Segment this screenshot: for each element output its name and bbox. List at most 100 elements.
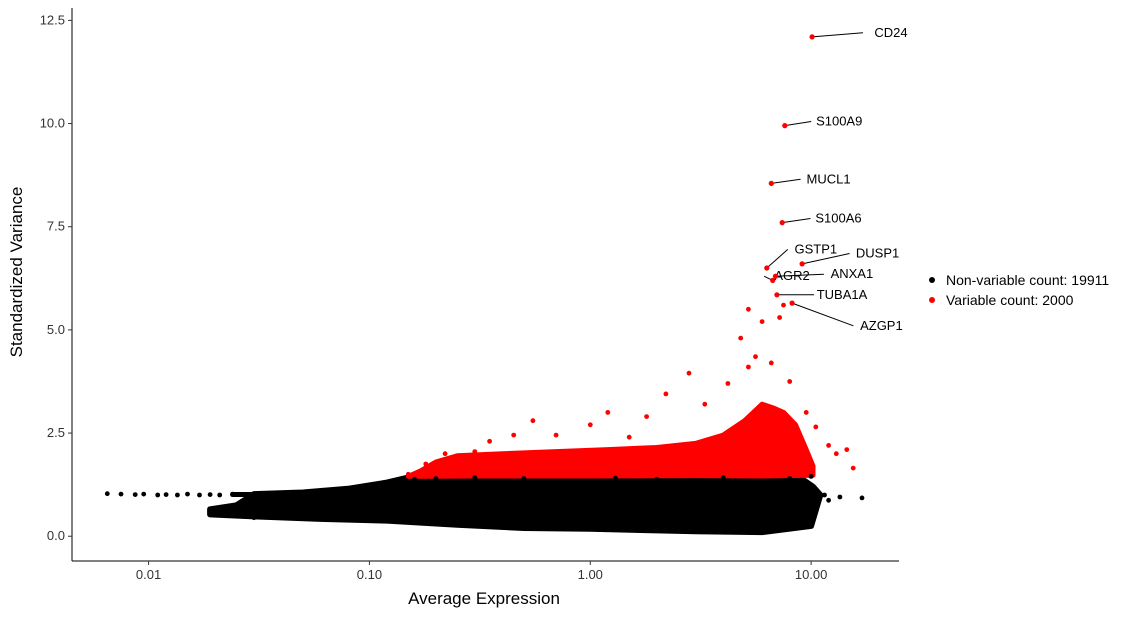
variable-point-cloud xyxy=(405,401,816,479)
variable-point xyxy=(759,319,765,324)
variable-point xyxy=(725,381,731,386)
gene-label: ANXA1 xyxy=(831,266,874,281)
variable-point xyxy=(442,451,448,457)
variable-point xyxy=(423,461,429,467)
non-variable-point xyxy=(155,492,161,498)
gene-label: DUSP1 xyxy=(856,246,899,261)
non-variable-point xyxy=(234,511,239,516)
non-variable-point xyxy=(132,492,138,497)
non-variable-point xyxy=(442,521,448,527)
legend-marker xyxy=(929,277,935,283)
non-variable-point xyxy=(613,475,618,481)
non-variable-point xyxy=(141,491,147,497)
variable-point xyxy=(686,370,692,376)
non-variable-point xyxy=(742,525,747,531)
non-variable-point xyxy=(376,484,381,490)
non-variable-point xyxy=(251,515,257,521)
non-variable-point xyxy=(787,476,793,481)
non-variable-point xyxy=(708,528,713,534)
non-variable-point xyxy=(720,475,726,480)
labeled-gene-point xyxy=(768,180,774,186)
legend-label: Non-variable count: 19911 xyxy=(946,272,1109,288)
non-variable-point xyxy=(318,508,323,514)
non-variable-point xyxy=(244,507,250,512)
gene-label: CD24 xyxy=(874,25,907,40)
variable-point xyxy=(530,418,536,424)
variable-point xyxy=(553,432,559,438)
non-variable-point xyxy=(538,525,544,531)
x-axis-title: Average Expression xyxy=(408,589,560,608)
labeled-gene-point xyxy=(809,34,815,40)
y-tick-label: 5.0 xyxy=(47,322,65,337)
labeled-gene-point xyxy=(770,277,776,283)
non-variable-point xyxy=(309,496,315,502)
labeled-gene-point xyxy=(764,265,770,271)
y-tick-label: 0.0 xyxy=(47,528,65,543)
y-axis-title: Standardized Variance xyxy=(7,187,26,358)
non-variable-point xyxy=(633,509,638,514)
non-variable-point xyxy=(675,527,681,533)
variable-point xyxy=(850,465,856,471)
variable-point xyxy=(702,401,708,407)
non-variable-point xyxy=(803,484,809,490)
y-tick-label: 12.5 xyxy=(40,12,65,27)
variable-point xyxy=(626,434,632,440)
non-variable-point xyxy=(808,474,814,479)
labeled-gene-point xyxy=(779,220,785,226)
variable-point xyxy=(777,315,782,320)
labeled-gene-point xyxy=(789,300,795,306)
gene-label: GSTP1 xyxy=(794,241,837,256)
non-variable-points xyxy=(104,474,865,534)
variable-point xyxy=(487,438,492,444)
legend: Non-variable count: 19911 Variable count:… xyxy=(929,272,1109,308)
non-variable-point xyxy=(356,488,362,494)
variable-point xyxy=(787,379,793,384)
non-variable-point xyxy=(412,476,417,482)
non-variable-point xyxy=(230,491,236,497)
non-variable-point xyxy=(185,491,190,497)
gene-label-leader xyxy=(771,178,801,184)
gene-label: AZGP1 xyxy=(860,318,903,333)
non-variable-point xyxy=(500,498,505,504)
variable-point xyxy=(768,360,774,366)
variable-density-region xyxy=(405,401,816,479)
variable-point xyxy=(803,410,809,415)
non-variable-point xyxy=(163,492,169,497)
x-tick-label: 10.00 xyxy=(795,567,828,582)
variable-point xyxy=(781,302,786,308)
non-variable-point xyxy=(774,521,780,527)
variable-point xyxy=(813,424,819,430)
variable-point xyxy=(663,391,669,397)
non-variable-point xyxy=(294,516,300,521)
gene-label-leader xyxy=(782,218,811,224)
non-variable-point xyxy=(339,490,345,496)
non-variable-point xyxy=(217,492,223,498)
non-variable-point xyxy=(859,495,865,501)
non-variable-point-cloud xyxy=(207,473,824,536)
x-tick-label: 0.01 xyxy=(136,567,161,582)
non-variable-point xyxy=(351,513,357,518)
labeled-gene-point xyxy=(782,123,788,129)
variable-point xyxy=(833,451,839,457)
variable-point xyxy=(587,422,593,428)
variable-point xyxy=(472,449,478,454)
y-tick-label: 10.0 xyxy=(40,116,65,131)
non-variable-point xyxy=(399,494,405,500)
labeled-gene-point xyxy=(774,292,780,298)
variable-point xyxy=(738,335,744,341)
non-variable-point xyxy=(454,492,460,498)
non-variable-point xyxy=(392,480,397,485)
gene-label: S100A9 xyxy=(816,114,862,129)
non-variable-point xyxy=(566,484,572,490)
non-variable-point xyxy=(257,505,263,510)
non-variable-point xyxy=(286,500,291,505)
x-tick-label: 1.00 xyxy=(578,567,603,582)
non-variable-point xyxy=(826,497,831,503)
non-variable-density-region xyxy=(207,473,824,536)
non-variable-point xyxy=(759,482,765,488)
non-variable-point xyxy=(300,505,306,511)
legend-marker xyxy=(929,297,935,303)
non-variable-point xyxy=(279,512,284,518)
